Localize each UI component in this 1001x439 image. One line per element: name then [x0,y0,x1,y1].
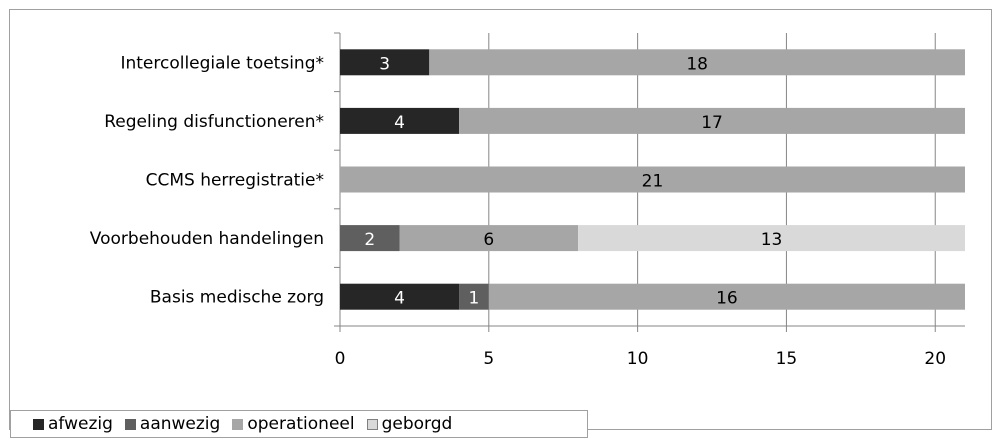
bar-segment-afwezig [340,283,460,310]
legend-label: aanwezig [139,414,221,434]
chart-frame [9,9,992,430]
legend-label: operationeel [247,414,355,434]
legend-item-geborgd: geborgd [366,414,453,434]
legend-swatch [124,418,136,430]
bar-segment-afwezig [340,49,430,76]
legend-item-operationeel: operationeel [232,414,355,434]
bar-segment-aanwezig [340,225,400,252]
data-label: 1 [469,289,480,309]
legend-swatch [33,418,44,430]
x-tick-label: 5 [483,349,494,369]
bar-segment-afwezig [340,107,460,134]
x-tick-label: 10 [627,349,649,369]
legend-item-aanwezig: aanwezig [124,414,221,434]
category-label: CCMS herregistratie* [146,171,324,191]
bar-segment-aanwezig [459,283,489,310]
data-label: 2 [364,230,375,250]
bar-segment-geborgd [578,225,965,252]
x-tick-label: 0 [335,349,346,369]
data-label: 6 [483,230,494,250]
bar-segment-operationeel [488,283,965,310]
category-label: Regeling disfunctioneren* [104,112,324,132]
legend: afwezig aanwezig operationeel geborgd [10,410,588,438]
category-label: Voorbehouden handelingen [90,229,324,249]
x-tick-label: 20 [924,349,946,369]
data-label: 4 [394,289,405,309]
data-label: 13 [761,230,783,250]
data-label: 17 [701,113,723,133]
legend-swatch [366,418,378,430]
data-label: 21 [642,172,664,192]
data-label: 3 [379,54,390,74]
data-label: 18 [686,54,708,74]
data-label: 4 [394,113,405,133]
category-label: Basis medische zorg [150,288,324,308]
bar-segment-operationeel [459,107,965,134]
bar-segment-operationeel [340,166,965,193]
data-label: 16 [716,289,738,309]
legend-item-afwezig: afwezig [33,414,113,434]
legend-label: geborgd [381,414,453,434]
x-tick-label: 15 [776,349,798,369]
bar-segment-operationeel [399,225,579,252]
bar-segment-operationeel [429,49,965,76]
legend-swatch [232,418,244,430]
category-label: Intercollegiale toetsing* [120,53,324,73]
legend-label: afwezig [48,414,113,434]
